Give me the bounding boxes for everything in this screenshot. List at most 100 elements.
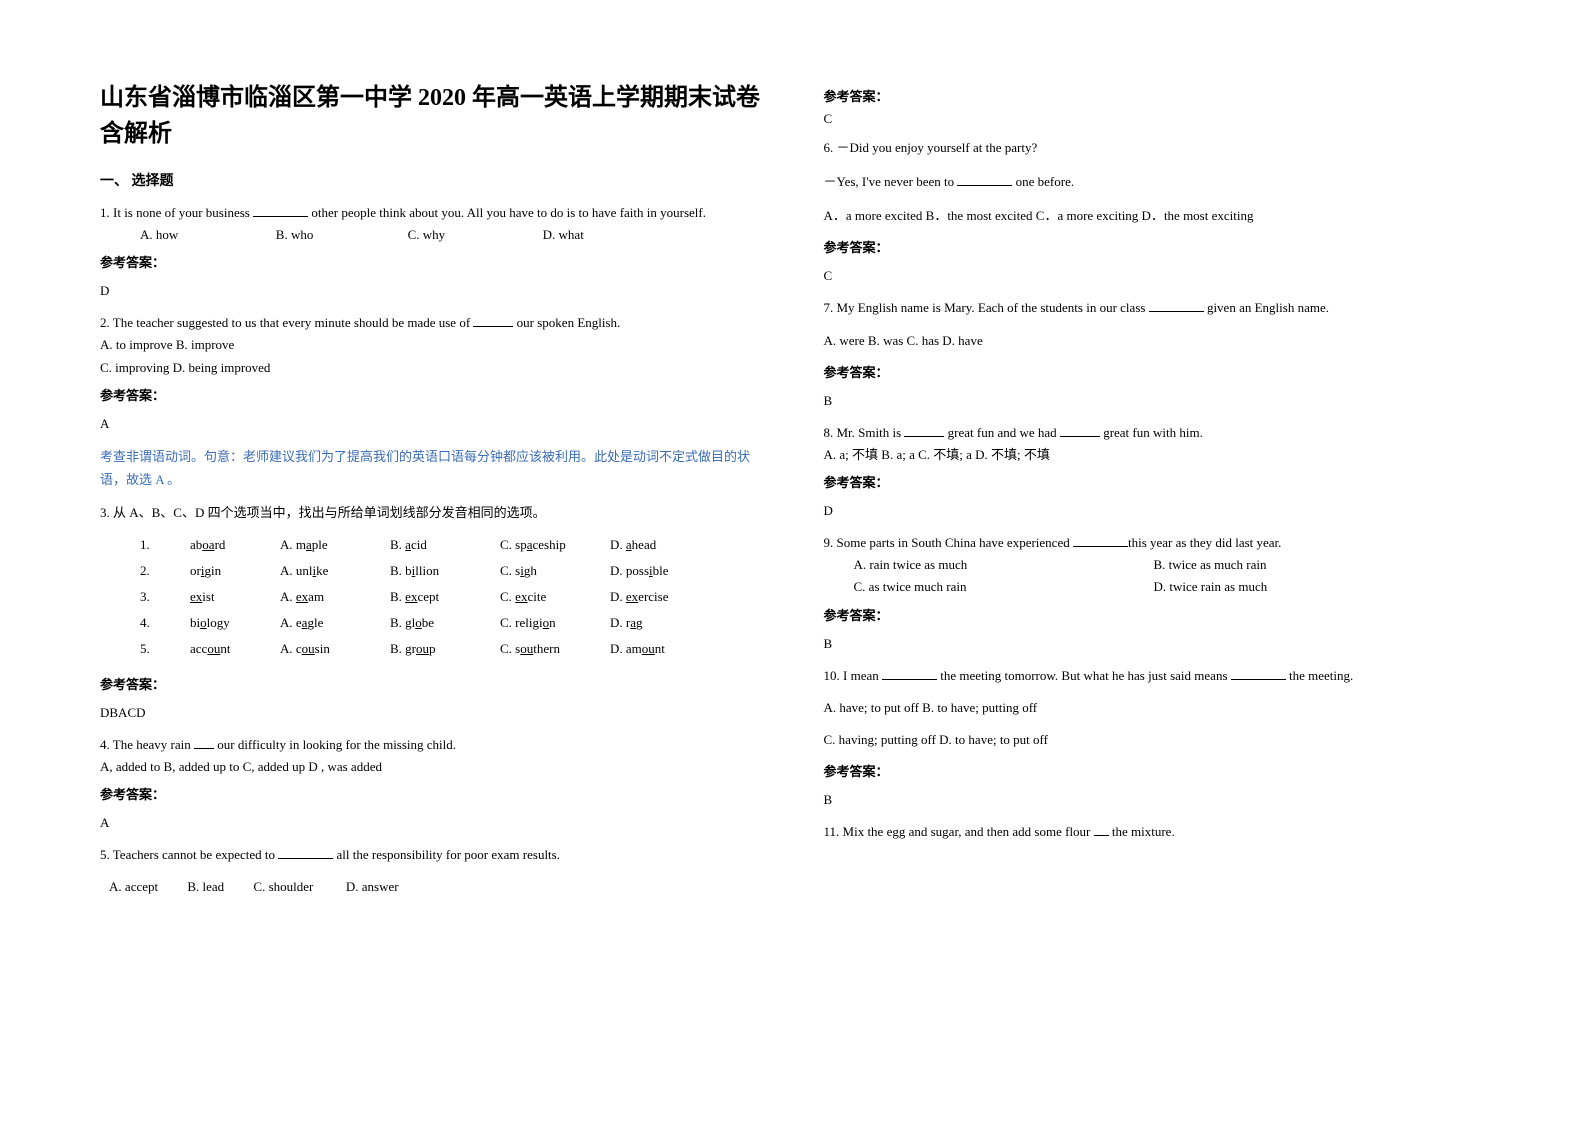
q9-optB: B. twice as much rain	[1154, 554, 1267, 576]
question-5: 5. Teachers cannot be expected to all th…	[100, 844, 764, 898]
q11-text-b: the mixture.	[1109, 824, 1175, 839]
q8-blank1	[904, 423, 944, 437]
q3-cell: biology	[190, 610, 280, 636]
q8-answer-label: 参考答案：	[824, 472, 1488, 494]
q3-cell: account	[190, 636, 280, 662]
q3-cell: B. group	[390, 636, 500, 662]
q3-row: 4.biologyA. eagleB. globeC. religionD. r…	[140, 610, 764, 636]
q4-text: 4. The heavy rain our difficulty in look…	[100, 734, 764, 756]
q10-text-b: the meeting tomorrow. But what he has ju…	[937, 668, 1231, 683]
q1-text-a: 1. It is none of your business	[100, 205, 253, 220]
q8-answer: D	[824, 500, 1488, 522]
q11-text-a: 11. Mix the egg and sugar, and then add …	[824, 824, 1094, 839]
q4-answer-label: 参考答案：	[100, 784, 764, 806]
q2-text: 2. The teacher suggested to us that ever…	[100, 312, 764, 334]
section-header-1: 一、 选择题	[100, 170, 764, 190]
q8-text-a: 8. Mr. Smith is	[824, 425, 905, 440]
q3-cell: origin	[190, 558, 280, 584]
q9-text-b: this year as they did last year.	[1128, 535, 1281, 550]
q7-text-a: 7. My English name is Mary. Each of the …	[824, 300, 1149, 315]
q3-cell: 5.	[140, 636, 190, 662]
q3-cell: D. exercise	[610, 584, 720, 610]
q10-blank1	[882, 666, 937, 680]
q3-cell: C. spaceship	[500, 532, 610, 558]
q3-row: 3.existA. examB. exceptC. exciteD. exerc…	[140, 584, 764, 610]
q3-cell: C. excite	[500, 584, 610, 610]
q9-answer: B	[824, 633, 1488, 655]
q4-options: A, added to B, added up to C, added up D…	[100, 756, 764, 778]
question-9: 9. Some parts in South China have experi…	[824, 532, 1488, 654]
q4-blank	[194, 735, 214, 749]
q9-optC: C. as twice much rain	[854, 576, 1154, 598]
question-1: 1. It is none of your business other peo…	[100, 202, 764, 302]
q3-cell: A. exam	[280, 584, 390, 610]
q7-blank	[1149, 298, 1204, 312]
q8-options: A. a; 不填 B. a; a C. 不填; a D. 不填; 不填	[824, 444, 1488, 466]
q5-options: A. accept B. lead C. shoulder D. answer	[100, 876, 764, 898]
q10-answer-label: 参考答案：	[824, 761, 1488, 783]
q3-cell: B. acid	[390, 532, 500, 558]
q4-text-b: our difficulty in looking for the missin…	[214, 737, 456, 752]
q3-cell: D. rag	[610, 610, 720, 636]
q3-cell: A. cousin	[280, 636, 390, 662]
q8-text-b: great fun and we had	[944, 425, 1060, 440]
q3-cell: C. southern	[500, 636, 610, 662]
question-7: 7. My English name is Mary. Each of the …	[824, 297, 1488, 411]
q1-answer: D	[100, 280, 764, 302]
q3-cell: exist	[190, 584, 280, 610]
q3-cell: A. maple	[280, 532, 390, 558]
q10-opts2: C. having; putting off D. to have; to pu…	[824, 729, 1488, 751]
q8-text: 8. Mr. Smith is great fun and we had gre…	[824, 422, 1488, 444]
q2-blank	[473, 313, 513, 327]
q3-cell: 2.	[140, 558, 190, 584]
question-6: 6. －Did you enjoy yourself at the party?…	[824, 137, 1488, 287]
q3-cell: B. billion	[390, 558, 500, 584]
q10-answer: B	[824, 789, 1488, 811]
q7-answer-label: 参考答案：	[824, 362, 1488, 384]
q3-cell: C. sigh	[500, 558, 610, 584]
q2-answer-label: 参考答案：	[100, 385, 764, 407]
q5-answer-label: 参考答案：	[824, 86, 1488, 105]
q3-cell: D. amount	[610, 636, 720, 662]
q9-answer-label: 参考答案：	[824, 605, 1488, 627]
q5-text-a: 5. Teachers cannot be expected to	[100, 847, 278, 862]
q2-opts2: C. improving D. being improved	[100, 357, 764, 379]
q6-blank	[957, 172, 1012, 186]
right-column: 参考答案： C 6. －Did you enjoy yourself at th…	[794, 80, 1488, 1082]
q1-options: A. how B. who C. why D. what	[100, 224, 764, 246]
q9-opts-row1: A. rain twice as much B. twice as much r…	[824, 554, 1488, 576]
q3-cell: B. except	[390, 584, 500, 610]
q8-blank2	[1060, 423, 1100, 437]
q9-blank	[1073, 533, 1128, 547]
q3-answer: DBACD	[100, 702, 764, 724]
q5-text-b: all the responsibility for poor exam res…	[333, 847, 560, 862]
q3-cell: 1.	[140, 532, 190, 558]
q6-line2-b: one before.	[1012, 174, 1074, 189]
q6-options: A．a more excited B．the most excited C．a …	[824, 205, 1488, 227]
q4-answer: A	[100, 812, 764, 834]
q3-table: 1.aboardA. mapleB. acidC. spaceshipD. ah…	[140, 532, 764, 662]
q3-answer-label: 参考答案：	[100, 674, 764, 696]
q1-text-b: other people think about you. All you ha…	[308, 205, 706, 220]
q4-text-a: 4. The heavy rain	[100, 737, 194, 752]
q7-text-b: given an English name.	[1204, 300, 1329, 315]
q2-text-b: our spoken English.	[513, 315, 620, 330]
question-10: 10. I mean the meeting tomorrow. But wha…	[824, 665, 1488, 811]
q3-stem: 3. 从 A、B、C、D 四个选项当中，找出与所给单词划线部分发音相同的选项。	[100, 502, 764, 524]
q3-cell: B. globe	[390, 610, 500, 636]
page-title: 山东省淄博市临淄区第一中学 2020 年高一英语上学期期末试卷含解析	[100, 80, 764, 152]
q2-opts1: A. to improve B. improve	[100, 334, 764, 356]
question-4: 4. The heavy rain our difficulty in look…	[100, 734, 764, 834]
q8-text-c: great fun with him.	[1100, 425, 1203, 440]
q3-cell: A. eagle	[280, 610, 390, 636]
q6-line2-a: －Yes, I've never been to	[824, 174, 958, 189]
q10-text-a: 10. I mean	[824, 668, 882, 683]
q9-text: 9. Some parts in South China have experi…	[824, 532, 1488, 554]
q3-cell: 4.	[140, 610, 190, 636]
q10-blank2	[1231, 666, 1286, 680]
q11-blank	[1094, 822, 1109, 836]
q9-optA: A. rain twice as much	[854, 554, 1154, 576]
q1-text: 1. It is none of your business other peo…	[100, 202, 764, 224]
q6-line1: 6. －Did you enjoy yourself at the party?	[824, 137, 1488, 159]
q3-row: 1.aboardA. mapleB. acidC. spaceshipD. ah…	[140, 532, 764, 558]
